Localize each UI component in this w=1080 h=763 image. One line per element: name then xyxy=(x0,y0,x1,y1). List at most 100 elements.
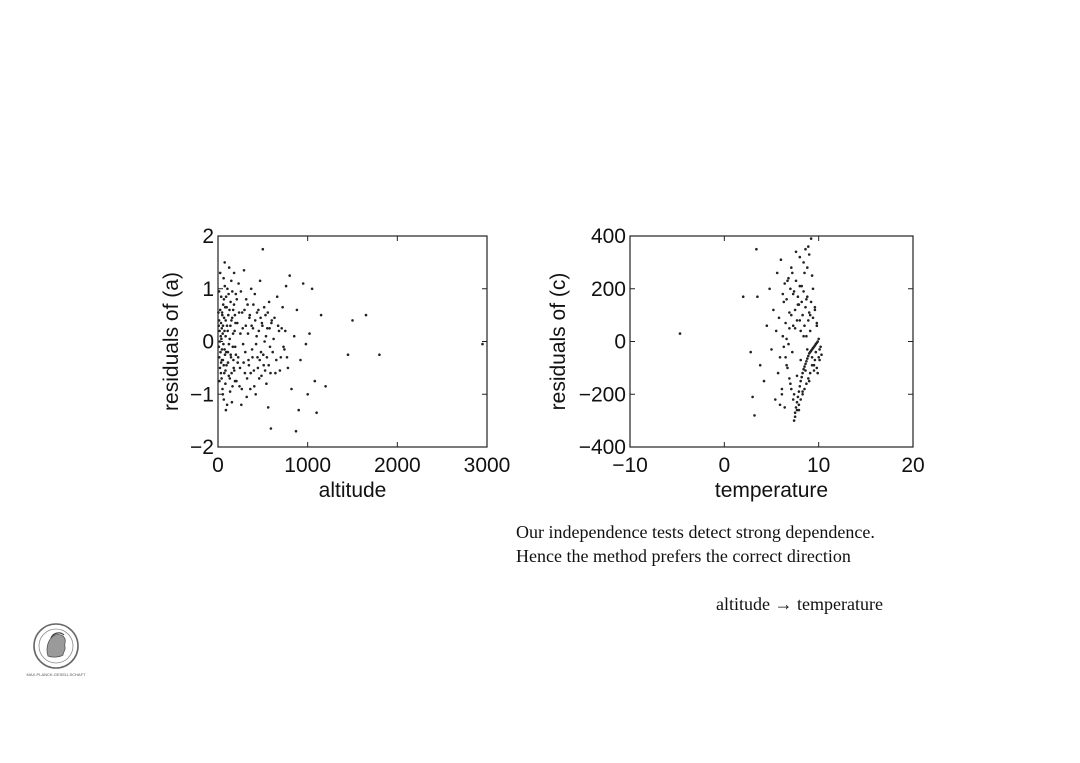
data-point xyxy=(252,303,255,306)
data-point xyxy=(276,324,280,328)
data-point xyxy=(756,295,759,299)
data-point xyxy=(230,371,233,375)
data-point xyxy=(246,303,249,306)
data-point xyxy=(788,377,791,380)
data-point xyxy=(217,319,221,322)
data-point xyxy=(234,353,238,357)
data-point xyxy=(811,287,815,291)
data-point xyxy=(796,295,800,299)
data-point xyxy=(250,324,253,328)
data-point xyxy=(264,334,268,338)
data-point xyxy=(808,371,812,375)
data-point xyxy=(271,350,275,354)
data-point xyxy=(227,374,231,378)
data-point xyxy=(223,371,226,375)
y-tick-label: −200 xyxy=(579,383,626,406)
data-point xyxy=(222,316,226,320)
data-point xyxy=(817,337,820,341)
data-point xyxy=(751,395,754,399)
data-point xyxy=(227,313,230,317)
data-point xyxy=(228,390,232,393)
y-tick-label: 0 xyxy=(202,331,214,354)
data-point xyxy=(346,353,350,357)
data-point xyxy=(236,321,239,325)
data-point xyxy=(237,282,240,285)
y-tick-label: 400 xyxy=(591,225,626,248)
data-point xyxy=(253,385,256,388)
data-point xyxy=(774,398,777,401)
data-point xyxy=(267,300,271,304)
data-point xyxy=(783,406,786,409)
data-point xyxy=(798,284,802,288)
data-point xyxy=(804,369,807,372)
data-point xyxy=(219,371,223,375)
data-point xyxy=(233,345,237,349)
data-point xyxy=(219,334,222,338)
data-point xyxy=(806,357,809,360)
data-point xyxy=(806,295,809,299)
data-point xyxy=(807,311,811,314)
data-point xyxy=(259,316,262,320)
data-point xyxy=(225,403,229,407)
data-point xyxy=(217,345,221,349)
data-point xyxy=(246,332,250,335)
data-point xyxy=(231,332,235,335)
data-point xyxy=(243,371,247,375)
data-point xyxy=(798,255,802,259)
data-point xyxy=(218,379,221,383)
data-point xyxy=(789,382,792,386)
data-point xyxy=(807,377,810,380)
data-point xyxy=(232,358,235,362)
data-point xyxy=(239,290,243,293)
data-point xyxy=(313,379,317,383)
data-point xyxy=(795,408,799,412)
data-point xyxy=(257,308,260,312)
data-point xyxy=(234,321,237,325)
data-point xyxy=(295,308,299,312)
data-point xyxy=(804,305,807,309)
data-point xyxy=(787,276,790,280)
data-point xyxy=(264,313,267,317)
data-point xyxy=(261,324,264,328)
data-point xyxy=(794,250,798,254)
data-point xyxy=(319,313,323,317)
data-point xyxy=(243,308,246,312)
data-point xyxy=(801,390,804,393)
data-point xyxy=(219,295,223,299)
data-point xyxy=(269,371,272,375)
x-tick-label: 20 xyxy=(901,454,924,477)
data-point xyxy=(229,356,233,359)
data-point xyxy=(221,313,224,317)
data-point xyxy=(678,332,682,335)
data-point xyxy=(220,348,224,351)
data-point xyxy=(267,363,271,367)
data-point xyxy=(251,356,254,359)
data-point xyxy=(222,298,226,301)
minerva-helmet-icon xyxy=(50,632,65,639)
y-tick-label: −2 xyxy=(190,436,214,459)
data-point xyxy=(785,337,788,341)
data-point xyxy=(807,245,810,248)
data-point xyxy=(226,361,230,364)
data-point xyxy=(796,395,800,399)
data-point xyxy=(378,353,381,357)
scatter-plot-temperature: −10 0 10 20 −400 −200 0 200 400 temperature residu… xyxy=(547,225,925,502)
data-point xyxy=(812,363,816,367)
data-point xyxy=(230,279,233,283)
data-point xyxy=(805,360,808,363)
data-point xyxy=(807,354,810,358)
data-point xyxy=(229,300,232,304)
data-point xyxy=(262,363,266,367)
data-point xyxy=(798,319,802,322)
data-point xyxy=(783,282,786,285)
data-point xyxy=(818,358,821,362)
data-point xyxy=(802,290,805,293)
data-point xyxy=(803,271,806,275)
data-point xyxy=(270,319,274,322)
data-point xyxy=(780,387,784,391)
data-point xyxy=(812,369,816,372)
data-point xyxy=(797,408,801,412)
data-point xyxy=(226,287,229,291)
data-point xyxy=(233,329,236,333)
data-point xyxy=(791,398,795,401)
